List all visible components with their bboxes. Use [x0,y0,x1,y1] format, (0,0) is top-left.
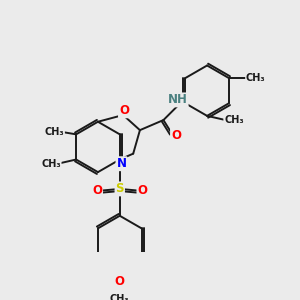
Text: CH₃: CH₃ [44,127,64,137]
Text: CH₃: CH₃ [41,159,61,169]
Text: O: O [115,275,125,288]
Text: O: O [119,104,129,117]
Text: O: O [92,184,102,197]
Text: CH₃: CH₃ [224,115,244,125]
Text: O: O [137,184,147,197]
Text: CH₃: CH₃ [246,73,266,83]
Text: CH₃: CH₃ [110,294,130,300]
Text: N: N [116,157,126,170]
Text: O: O [171,129,181,142]
Text: NH: NH [168,93,188,106]
Text: S: S [116,182,124,195]
